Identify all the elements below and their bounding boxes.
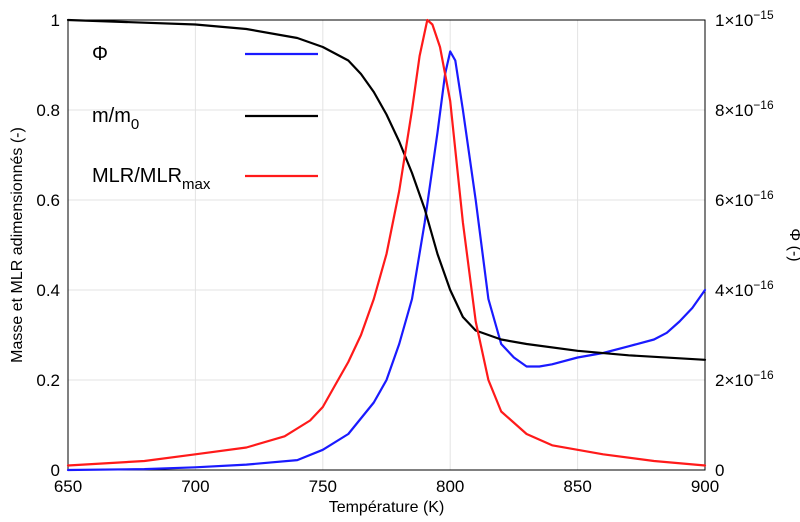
y-tick-label: 0.6 xyxy=(36,191,60,210)
x-axis-title: Température (K) xyxy=(329,499,445,516)
x-tick-label: 650 xyxy=(54,477,82,496)
y-tick-label: 0 xyxy=(51,461,60,480)
plot-frame xyxy=(67,19,706,471)
y-tick-label: 0.2 xyxy=(36,371,60,390)
series-layer xyxy=(66,18,707,472)
y2-axis-title: Φ (-) xyxy=(786,228,800,261)
legend-label: MLR/MLRmax xyxy=(92,165,211,193)
y2-tick-label: 2×10−16 xyxy=(715,368,774,390)
x-tick-label: 700 xyxy=(181,477,209,496)
series-line-1 xyxy=(66,18,707,361)
series-line-0 xyxy=(66,50,707,472)
x-tick-label: 850 xyxy=(563,477,591,496)
y2-tick-label: 1×10−15 xyxy=(715,8,774,30)
grid xyxy=(67,19,706,471)
y-tick-label: 1 xyxy=(51,11,60,30)
series-line-2 xyxy=(66,18,707,467)
x-tick-label: 800 xyxy=(436,477,464,496)
y-tick-label: 0.8 xyxy=(36,101,60,120)
y2-tick-label: 0 xyxy=(715,461,724,480)
x-tick-label: 900 xyxy=(691,477,719,496)
legend-label: m/m0 xyxy=(92,105,139,133)
legend: Φm/m0 MLR/MLRmax xyxy=(92,43,318,193)
y2-tick-label: 8×10−16 xyxy=(715,98,774,120)
y-axis-title: Masse et MLR adimensionnés (-) xyxy=(9,127,26,363)
tick-labels: 650 700 750 800 850 90000.20.40.60.8102×10−16… xyxy=(36,8,774,496)
legend-label: Φ xyxy=(92,43,108,65)
y-tick-label: 0.4 xyxy=(36,281,60,300)
y2-tick-label: 6×10−16 xyxy=(715,188,774,210)
y2-tick-label: 4×10−16 xyxy=(715,278,774,300)
x-tick-label: 750 xyxy=(309,477,337,496)
